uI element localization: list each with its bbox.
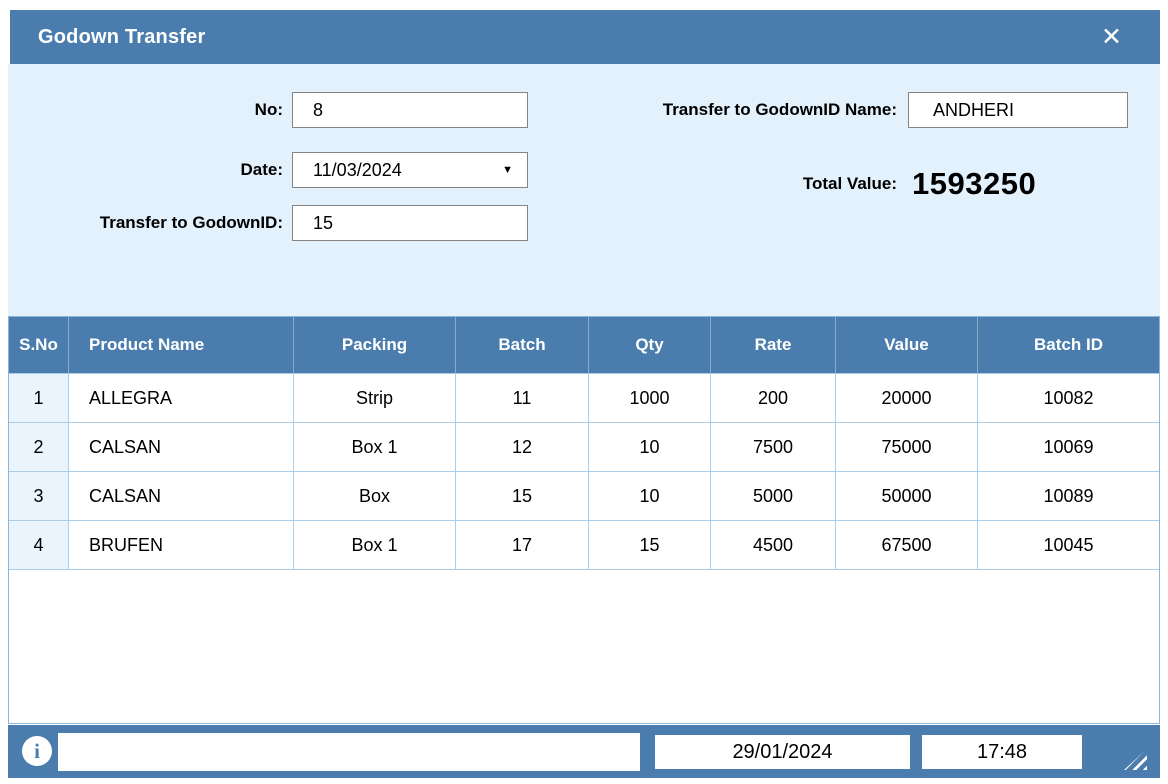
column-header-packing: Packing — [294, 317, 456, 373]
table-cell: 3 — [9, 472, 69, 520]
table-cell: 11 — [456, 374, 589, 422]
table-cell: 7500 — [711, 423, 836, 471]
chevron-down-icon: ▼ — [502, 164, 513, 176]
table-cell: 67500 — [836, 521, 978, 569]
status-date: 29/01/2024 — [655, 735, 910, 769]
table-cell: 10089 — [1043, 485, 1094, 506]
table-cell: 10045 — [1043, 534, 1094, 555]
table-cell: Box 1 — [294, 521, 456, 569]
table-row[interactable]: 2 CALSAN Box 1 12 10 7500 75000 10069 — [9, 423, 1159, 472]
status-time: 17:48 — [922, 735, 1082, 769]
table-cell: BRUFEN — [69, 521, 294, 569]
column-header-value: Value — [836, 317, 978, 373]
table-cell: 50000 — [836, 472, 978, 520]
table-cell: CALSAN — [69, 472, 294, 520]
table-cell: 15 — [589, 521, 711, 569]
table-cell: 20000 — [836, 374, 978, 422]
table-cell: 12 — [456, 423, 589, 471]
column-header-batch-id: Batch ID — [1034, 335, 1103, 354]
table-cell: 5000 — [711, 472, 836, 520]
info-icon: i — [22, 736, 52, 766]
table-cell: 200 — [711, 374, 836, 422]
date-value: 11/03/2024 — [313, 159, 402, 180]
date-dropdown[interactable]: 11/03/2024 ▼ — [292, 152, 528, 188]
table-row[interactable]: 1 ALLEGRA Strip 11 1000 200 20000 10082 — [9, 374, 1159, 423]
total-value-label: Total Value: — [802, 174, 897, 193]
table-cell: 1000 — [589, 374, 711, 422]
table-cell: 75000 — [836, 423, 978, 471]
no-input[interactable] — [292, 92, 528, 128]
window-title: Godown Transfer — [38, 25, 206, 48]
transfer-godown-id-label: Transfer to GodownID: — [99, 213, 283, 232]
table-cell: ALLEGRA — [69, 374, 294, 422]
table-body: 1 ALLEGRA Strip 11 1000 200 20000 10082 2 CALSAN B… — [9, 374, 1159, 570]
close-icon: ✕ — [1101, 22, 1122, 51]
table-cell: Strip — [294, 374, 456, 422]
table-cell: 4500 — [711, 521, 836, 569]
table-cell: 15 — [456, 472, 589, 520]
column-header-rate: Rate — [711, 317, 836, 373]
column-header-qty: Qty — [589, 317, 711, 373]
table-cell: 4 — [9, 521, 69, 569]
form-panel: No: Date: 11/03/2024 ▼ Transfer to Godow… — [8, 64, 1160, 316]
table-cell: 10069 — [1043, 436, 1094, 457]
date-label: Date: — [240, 160, 283, 179]
close-button[interactable]: ✕ — [1101, 22, 1122, 51]
column-header-product-name: Product Name — [69, 317, 294, 373]
table-cell: 17 — [456, 521, 589, 569]
table-cell: 1 — [9, 374, 69, 422]
total-value: 1593250 — [912, 166, 1037, 201]
column-header-batch: Batch — [456, 317, 589, 373]
no-label: No: — [254, 100, 283, 119]
godown-transfer-window: Godown Transfer ✕ No: Date: 11/03/2024 ▼… — [8, 10, 1160, 778]
items-table: S.No Product Name Packing Batch Qty Rate Value… — [8, 316, 1160, 724]
table-row[interactable]: 4 BRUFEN Box 1 17 15 4500 67500 10045 — [9, 521, 1159, 570]
title-bar[interactable]: Godown Transfer ✕ — [10, 10, 1160, 64]
status-message-field[interactable] — [58, 733, 640, 771]
table-row[interactable]: 3 CALSAN Box 15 10 5000 50000 10089 — [9, 472, 1159, 521]
transfer-godown-name-input[interactable] — [908, 92, 1128, 128]
transfer-godown-id-input[interactable] — [292, 205, 528, 241]
transfer-godown-name-label: Transfer to GodownID Name: — [662, 100, 897, 119]
table-cell: CALSAN — [69, 423, 294, 471]
table-cell: 10 — [589, 423, 711, 471]
table-cell: Box — [294, 472, 456, 520]
resize-grip[interactable] — [1124, 749, 1147, 770]
table-cell: 10082 — [1043, 387, 1094, 408]
table-cell: Box 1 — [294, 423, 456, 471]
table-cell: 2 — [9, 423, 69, 471]
table-header: S.No Product Name Packing Batch Qty Rate Value… — [9, 317, 1159, 374]
table-cell: 10 — [589, 472, 711, 520]
column-header-s-no: S.No — [9, 317, 69, 373]
status-bar: i 29/01/2024 17:48 — [8, 725, 1160, 778]
